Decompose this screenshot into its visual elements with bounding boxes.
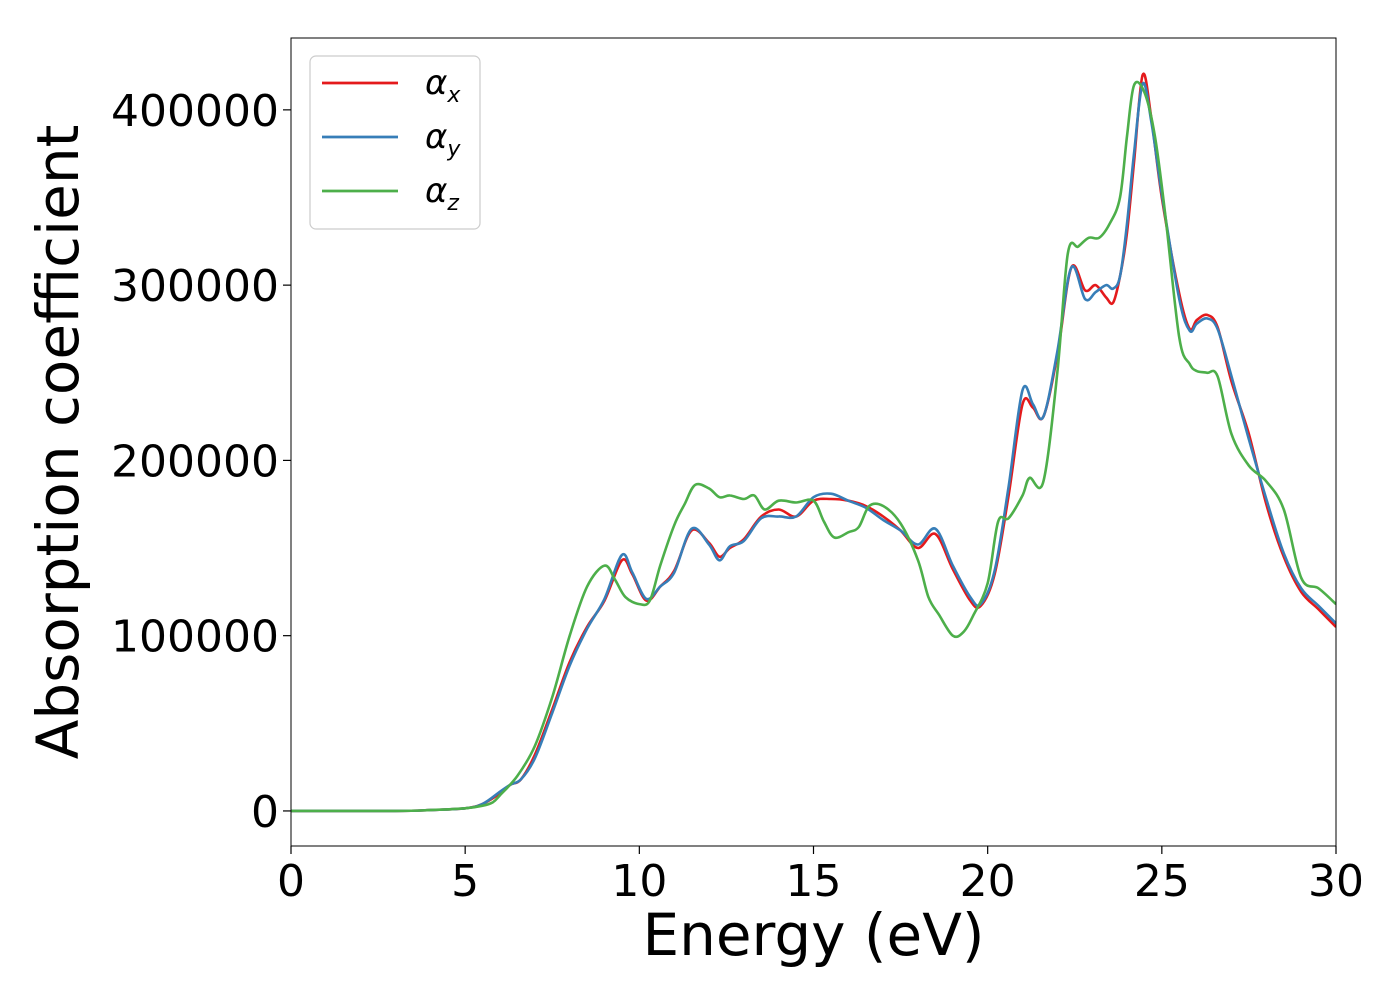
x-axis-ticks: 0 5 10 15 20 25 30 [277, 846, 1364, 907]
legend-label: αx [425, 63, 461, 108]
x-tick-label: 0 [277, 856, 305, 907]
y-tick-label: 100000 [111, 612, 279, 663]
legend-label: αz [425, 171, 459, 216]
x-tick-label: 25 [1134, 856, 1190, 907]
series-layer [291, 72, 1336, 813]
x-tick-label: 10 [611, 856, 667, 907]
legend-box [309, 55, 481, 230]
x-tick-label: 20 [960, 856, 1016, 907]
y-tick-label: 0 [251, 787, 279, 838]
legend-label: αy [425, 117, 461, 162]
x-axis-title: Energy (eV) [642, 901, 984, 969]
x-tick-label: 15 [786, 856, 842, 907]
y-axis-ticks: 0 100000 200000 300000 400000 [111, 86, 291, 838]
legend: αx αy αz [309, 55, 481, 230]
y-axis-title: Absorption coefficient [24, 125, 92, 760]
y-tick-label: 300000 [111, 261, 279, 312]
series-line-y [291, 81, 1336, 813]
x-tick-label: 30 [1308, 856, 1364, 907]
y-tick-label: 400000 [111, 86, 279, 137]
y-tick-label: 200000 [111, 436, 279, 487]
x-tick-label: 5 [451, 856, 479, 907]
series-line-z [291, 80, 1336, 813]
